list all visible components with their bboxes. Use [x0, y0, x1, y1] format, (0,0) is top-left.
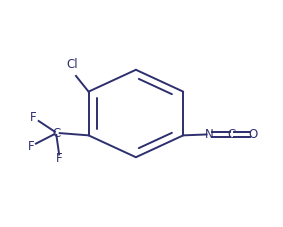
Text: F: F [30, 111, 37, 124]
Text: N: N [205, 128, 213, 141]
Text: C: C [52, 127, 61, 140]
Text: F: F [27, 140, 34, 153]
Text: F: F [56, 152, 63, 165]
Text: C: C [228, 128, 236, 141]
Text: Cl: Cl [66, 59, 78, 72]
Text: O: O [248, 128, 258, 141]
